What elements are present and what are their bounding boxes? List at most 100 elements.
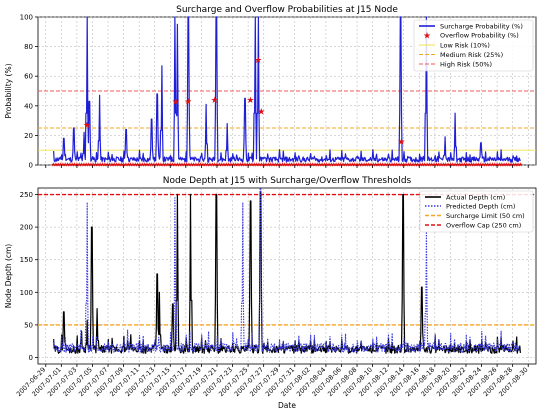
overflow-marker: ★ bbox=[93, 161, 98, 168]
overflow-marker: ★ bbox=[315, 161, 320, 168]
overflow-marker: ★ bbox=[79, 161, 84, 168]
legend-high-risk-label: High Risk (50%) bbox=[440, 61, 492, 69]
overflow-marker: ★ bbox=[431, 161, 436, 168]
overflow-marker: ★ bbox=[273, 161, 278, 168]
overflow-marker: ★ bbox=[147, 161, 152, 168]
overflow-marker: ★ bbox=[464, 161, 469, 168]
overflow-marker: ★ bbox=[102, 161, 107, 168]
y-tick-label: 200 bbox=[20, 224, 33, 232]
overflow-marker: ★ bbox=[266, 161, 271, 168]
overflow-marker: ★ bbox=[382, 161, 387, 168]
overflow-marker: ★ bbox=[338, 161, 343, 168]
overflow-marker: ★ bbox=[459, 161, 464, 168]
overflow-marker: ★ bbox=[214, 161, 219, 168]
overflow-marker: ★ bbox=[184, 161, 189, 168]
overflow-point: ★ bbox=[184, 97, 192, 107]
overflow-marker: ★ bbox=[429, 161, 434, 168]
overflow-marker: ★ bbox=[259, 161, 264, 168]
overflow-marker: ★ bbox=[336, 161, 341, 168]
overflow-marker: ★ bbox=[249, 161, 254, 168]
overflow-marker: ★ bbox=[368, 161, 373, 168]
overflow-marker: ★ bbox=[319, 161, 324, 168]
overflow-marker: ★ bbox=[469, 161, 474, 168]
probability-series: ★★★★★★★★★★★★★★★★★★★★★★★★★★★★★★★★★★★★★★★★… bbox=[51, 16, 523, 168]
overflow-marker: ★ bbox=[245, 161, 250, 168]
overflow-marker: ★ bbox=[443, 161, 448, 168]
overflow-point: ★ bbox=[397, 137, 405, 147]
overflow-marker: ★ bbox=[126, 161, 131, 168]
overflow-marker: ★ bbox=[81, 161, 86, 168]
overflow-marker: ★ bbox=[72, 161, 77, 168]
overflow-marker: ★ bbox=[450, 161, 455, 168]
legend-overflow-cap-label: Overflow Cap (250 cm) bbox=[446, 222, 521, 230]
overflow-marker: ★ bbox=[240, 161, 245, 168]
overflow-marker: ★ bbox=[60, 161, 65, 168]
overflow-marker: ★ bbox=[373, 161, 378, 168]
overflow-marker: ★ bbox=[329, 161, 334, 168]
depth-legend: Actual Depth (cm) Predicted Depth (cm) S… bbox=[419, 190, 534, 233]
overflow-marker: ★ bbox=[415, 161, 420, 168]
overflow-marker: ★ bbox=[499, 161, 504, 168]
overflow-marker: ★ bbox=[343, 161, 348, 168]
overflow-marker: ★ bbox=[51, 161, 56, 168]
overflow-marker: ★ bbox=[401, 161, 406, 168]
overflow-marker: ★ bbox=[121, 161, 126, 168]
overflow-marker: ★ bbox=[403, 161, 408, 168]
overflow-marker: ★ bbox=[210, 161, 215, 168]
overflow-marker: ★ bbox=[380, 161, 385, 168]
overflow-marker: ★ bbox=[144, 161, 149, 168]
overflow-marker: ★ bbox=[394, 161, 399, 168]
overflow-marker: ★ bbox=[119, 161, 124, 168]
overflow-marker: ★ bbox=[231, 161, 236, 168]
overflow-marker: ★ bbox=[455, 161, 460, 168]
overflow-marker: ★ bbox=[471, 161, 476, 168]
overflow-marker: ★ bbox=[301, 161, 306, 168]
overflow-marker: ★ bbox=[256, 161, 261, 168]
overflow-marker: ★ bbox=[333, 161, 338, 168]
overflow-marker: ★ bbox=[203, 161, 208, 168]
overflow-marker: ★ bbox=[452, 161, 457, 168]
overflow-marker: ★ bbox=[58, 161, 63, 168]
overflow-marker: ★ bbox=[142, 161, 147, 168]
overflow-marker: ★ bbox=[219, 161, 224, 168]
overflow-marker: ★ bbox=[168, 161, 173, 168]
overflow-marker: ★ bbox=[165, 161, 170, 168]
overflow-marker: ★ bbox=[128, 161, 133, 168]
overflow-marker: ★ bbox=[378, 161, 383, 168]
y-tick-label: 250 bbox=[20, 191, 33, 199]
overflow-marker: ★ bbox=[473, 161, 478, 168]
overflow-marker: ★ bbox=[406, 161, 411, 168]
overflow-marker: ★ bbox=[515, 161, 520, 168]
overflow-marker: ★ bbox=[212, 161, 217, 168]
overflow-marker: ★ bbox=[396, 161, 401, 168]
overflow-marker: ★ bbox=[497, 161, 502, 168]
overflow-marker: ★ bbox=[217, 161, 222, 168]
overflow-marker: ★ bbox=[434, 161, 439, 168]
overflow-marker: ★ bbox=[100, 161, 105, 168]
probability-legend-box bbox=[413, 19, 534, 72]
overflow-marker: ★ bbox=[436, 161, 441, 168]
overflow-marker: ★ bbox=[263, 161, 268, 168]
overflow-marker: ★ bbox=[88, 161, 93, 168]
overflow-marker: ★ bbox=[364, 161, 369, 168]
overflow-marker: ★ bbox=[359, 161, 364, 168]
overflow-marker: ★ bbox=[310, 161, 315, 168]
overflow-marker: ★ bbox=[277, 161, 282, 168]
probability-y-ticks: 0 20 40 60 80 100 bbox=[20, 14, 529, 170]
overflow-marker: ★ bbox=[175, 161, 180, 168]
overflow-marker: ★ bbox=[207, 161, 212, 168]
overflow-marker: ★ bbox=[375, 161, 380, 168]
overflow-point: ★ bbox=[246, 96, 254, 106]
overflow-marker: ★ bbox=[294, 161, 299, 168]
overflow-marker: ★ bbox=[200, 161, 205, 168]
overflow-marker: ★ bbox=[86, 161, 91, 168]
overflow-marker: ★ bbox=[105, 161, 110, 168]
overflow-marker: ★ bbox=[492, 161, 497, 168]
overflow-marker: ★ bbox=[441, 161, 446, 168]
overflow-marker: ★ bbox=[303, 161, 308, 168]
probability-chart-title: Surcharge and Overflow Probabilities at … bbox=[176, 5, 398, 15]
overflow-marker: ★ bbox=[242, 161, 247, 168]
y-tick-label: 150 bbox=[20, 256, 33, 264]
overflow-marker: ★ bbox=[287, 161, 292, 168]
overflow-marker: ★ bbox=[366, 161, 371, 168]
